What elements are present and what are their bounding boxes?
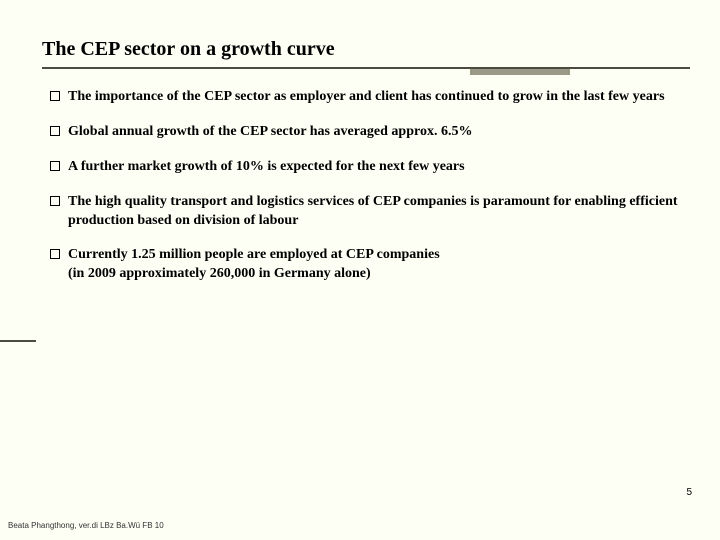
square-bullet-icon (50, 196, 60, 206)
title-underline-group (42, 67, 690, 75)
square-bullet-icon (50, 249, 60, 259)
title-accent-bar (470, 69, 570, 75)
bullet-item: The importance of the CEP sector as empl… (50, 88, 680, 107)
square-bullet-icon (50, 161, 60, 171)
slide: The CEP sector on a growth curve The imp… (0, 0, 720, 540)
bullet-item: Currently 1.25 million people are employ… (50, 246, 680, 284)
bullet-text: The importance of the CEP sector as empl… (68, 88, 680, 107)
slide-title: The CEP sector on a growth curve (42, 38, 690, 67)
page-number: 5 (686, 487, 692, 498)
content-area: The importance of the CEP sector as empl… (50, 88, 680, 300)
bullet-text: Global annual growth of the CEP sector h… (68, 123, 680, 142)
title-underline (42, 67, 690, 69)
title-area: The CEP sector on a growth curve (42, 38, 690, 75)
footer-text: Beata Phangthong, ver.di LBz Ba.Wü FB 10 (8, 521, 164, 530)
bullet-text: The high quality transport and logistics… (68, 193, 680, 231)
bullet-text: Currently 1.25 million people are employ… (68, 246, 680, 284)
bullet-text: A further market growth of 10% is expect… (68, 158, 680, 177)
square-bullet-icon (50, 91, 60, 101)
left-edge-line (0, 340, 36, 342)
bullet-item: A further market growth of 10% is expect… (50, 158, 680, 177)
bullet-item: Global annual growth of the CEP sector h… (50, 123, 680, 142)
bullet-item: The high quality transport and logistics… (50, 193, 680, 231)
square-bullet-icon (50, 126, 60, 136)
